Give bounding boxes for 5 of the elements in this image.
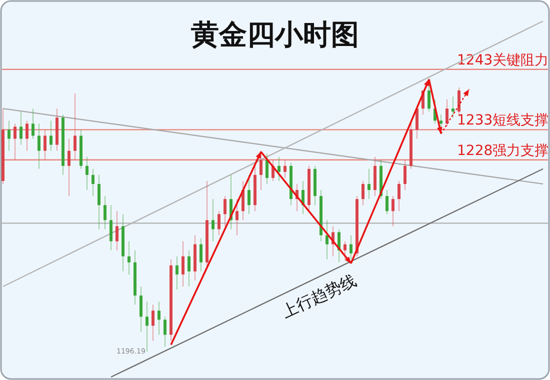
text: 黄金四小时图 [190, 18, 359, 51]
annotation: 上行趋势线 [278, 270, 360, 322]
ref-line-label: 1233短线支撑 [457, 112, 549, 129]
ref-line-label: 1243关键阻力 [457, 52, 549, 68]
ref-line-label: 1228强力支撑 [457, 142, 549, 159]
